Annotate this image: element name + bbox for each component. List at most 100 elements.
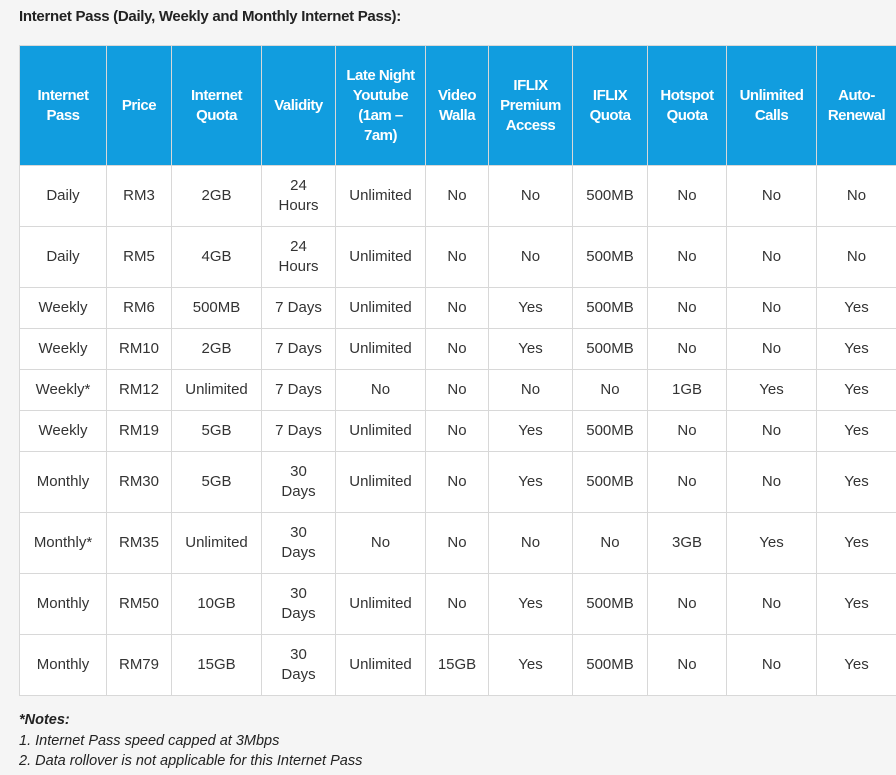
- table-cell: 500MB: [572, 328, 648, 370]
- table-cell: 2GB: [171, 328, 262, 370]
- table-cell: RM35: [106, 512, 172, 574]
- table-cell: No: [488, 369, 573, 411]
- table-row: Weekly RM19 5GB 7 Days Unlimited No Yes 500MB No…: [19, 410, 896, 452]
- table-cell: No: [726, 165, 817, 227]
- table-cell: No: [726, 226, 817, 288]
- table-cell: No: [335, 512, 426, 574]
- table-cell: Monthly: [19, 573, 107, 635]
- table-cell: No: [488, 165, 573, 227]
- table-row: Weekly RM10 2GB 7 Days Unlimited No Yes 500MB No…: [19, 328, 896, 370]
- table-cell: Weekly: [19, 328, 107, 370]
- note-item: 1. Internet Pass speed capped at 3Mbps: [19, 732, 280, 749]
- table-cell: Unlimited: [335, 573, 426, 635]
- table-cell: Yes: [726, 369, 817, 411]
- table-cell: 1GB: [647, 369, 727, 411]
- note-item: 2. Data rollover is not applicable for t…: [19, 753, 363, 769]
- table-cell: 30 Days: [261, 512, 336, 574]
- table-cell: No: [647, 451, 727, 513]
- table-cell: No: [425, 287, 489, 329]
- table-cell: No: [726, 573, 817, 635]
- table-cell: 30 Days: [261, 451, 336, 513]
- table-cell: 30 Days: [261, 573, 336, 635]
- table-cell: Yes: [816, 410, 896, 452]
- table-cell: Unlimited: [335, 287, 426, 329]
- table-cell: Weekly: [19, 410, 107, 452]
- table-cell: Unlimited: [335, 328, 426, 370]
- table-cell: Yes: [816, 451, 896, 513]
- table-cell: No: [726, 451, 817, 513]
- table-cell: 24 Hours: [261, 165, 336, 227]
- table-cell: Unlimited: [171, 369, 262, 411]
- table-row: Weekly* RM12 Unlimited 7 Days No No No No 1GB Yes…: [19, 369, 896, 411]
- table-cell: 500MB: [572, 410, 648, 452]
- table-row: Daily RM5 4GB 24 Hours Unlimited No No 500MB No N…: [19, 226, 896, 288]
- table-cell: 3GB: [647, 512, 727, 574]
- table-cell: 7 Days: [261, 369, 336, 411]
- table-cell: 4GB: [171, 226, 262, 288]
- table-cell: No: [726, 634, 817, 696]
- table-cell: Monthly*: [19, 512, 107, 574]
- table-cell: 7 Days: [261, 287, 336, 329]
- table-cell: No: [572, 512, 648, 574]
- table-cell: No: [647, 634, 727, 696]
- table-cell: 500MB: [572, 451, 648, 513]
- notes: *Notes: 1. Internet Pass speed capped at…: [19, 710, 362, 772]
- table-cell: No: [647, 410, 727, 452]
- header-cell: Video Walla: [425, 45, 489, 166]
- header-cell: Hotspot Quota: [647, 45, 727, 166]
- pass-table: Internet Pass Price Internet Quota Validity…: [19, 45, 896, 696]
- table-cell: RM3: [106, 165, 172, 227]
- header-cell: Validity: [261, 45, 336, 166]
- table-cell: No: [335, 369, 426, 411]
- table-cell: Yes: [816, 573, 896, 635]
- table-row: Daily RM3 2GB 24 Hours Unlimited No No 500MB No N…: [19, 165, 896, 227]
- table-cell: No: [647, 287, 727, 329]
- table-cell: RM5: [106, 226, 172, 288]
- table-cell: Weekly*: [19, 369, 107, 411]
- table-cell: 500MB: [572, 634, 648, 696]
- table-cell: No: [425, 573, 489, 635]
- table-cell: 2GB: [171, 165, 262, 227]
- table-cell: No: [647, 573, 727, 635]
- table-body: Daily RM3 2GB 24 Hours Unlimited No No 500MB No N…: [19, 165, 896, 696]
- table-cell: Monthly: [19, 451, 107, 513]
- table-cell: No: [647, 328, 727, 370]
- table-row: Monthly RM50 10GB 30 Days Unlimited No Yes 500M…: [19, 573, 896, 635]
- header-row: Internet Pass Price Internet Quota Validity…: [19, 45, 896, 166]
- table-cell: Unlimited: [335, 634, 426, 696]
- table-cell: Daily: [19, 226, 107, 288]
- table-cell: 5GB: [171, 410, 262, 452]
- table-cell: No: [425, 226, 489, 288]
- header-cell: IFLIX Quota: [572, 45, 648, 166]
- header-cell: Price: [106, 45, 172, 166]
- page-title: Internet Pass (Daily, Weekly and Monthly…: [19, 8, 401, 25]
- table-cell: RM12: [106, 369, 172, 411]
- table-cell: Yes: [488, 410, 573, 452]
- table-cell: Monthly: [19, 634, 107, 696]
- table-row: Monthly* RM35 Unlimited 30 Days No No No No 3GB Y…: [19, 512, 896, 574]
- header-cell: Late Night Youtube (1am – 7am): [335, 45, 426, 166]
- table-cell: Unlimited: [335, 165, 426, 227]
- table-row: Monthly RM79 15GB 30 Days Unlimited 15GB Yes 50…: [19, 634, 896, 696]
- table-cell: No: [488, 226, 573, 288]
- table-cell: Yes: [488, 287, 573, 329]
- table-cell: 15GB: [171, 634, 262, 696]
- table-cell: No: [572, 369, 648, 411]
- table-cell: No: [425, 369, 489, 411]
- table-cell: 15GB: [425, 634, 489, 696]
- table-cell: RM50: [106, 573, 172, 635]
- table-cell: No: [647, 165, 727, 227]
- header-cell: Internet Quota: [171, 45, 262, 166]
- table-cell: No: [816, 165, 896, 227]
- table-cell: 7 Days: [261, 328, 336, 370]
- table-row: Monthly RM30 5GB 30 Days Unlimited No Yes 500MB…: [19, 451, 896, 513]
- table-cell: No: [425, 165, 489, 227]
- header-cell: Auto-Renewal: [816, 45, 896, 166]
- header-cell: IFLIX Premium Access: [488, 45, 573, 166]
- table-cell: 500MB: [572, 226, 648, 288]
- table-cell: Daily: [19, 165, 107, 227]
- table-cell: Yes: [488, 573, 573, 635]
- table-cell: No: [726, 287, 817, 329]
- table-cell: 24 Hours: [261, 226, 336, 288]
